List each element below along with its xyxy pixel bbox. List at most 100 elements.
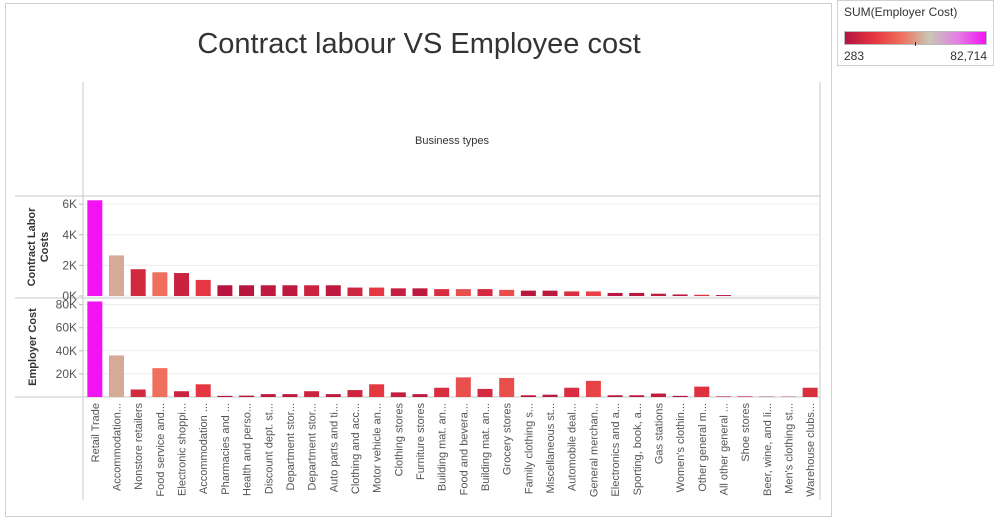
legend-tick — [915, 42, 916, 46]
y-tick-label-contract: 4K — [62, 228, 77, 242]
bar-contract — [607, 292, 623, 296]
bar-contract — [412, 288, 428, 296]
bar-contract — [239, 285, 255, 296]
x-category-label: Food service and... — [155, 403, 167, 497]
bar-employer — [802, 387, 818, 397]
bar-employer — [434, 387, 450, 397]
x-category-label: Warehouse clubs... — [805, 403, 817, 497]
bar-contract — [174, 273, 190, 296]
bar-contract — [434, 289, 450, 296]
x-category-label: Building mat. an... — [437, 403, 449, 491]
x-category-label: Gas stations — [653, 403, 665, 465]
x-category-label: Shoe stores — [740, 403, 752, 462]
x-category-label: Department stor... — [307, 403, 319, 490]
bar-contract — [325, 285, 341, 296]
y-axis-label-contract-labor: Contract LaborCosts — [26, 207, 51, 287]
x-category-label: Grocery stores — [502, 403, 514, 476]
x-category-label: Electronics and a... — [610, 403, 622, 497]
bar-contract — [369, 287, 385, 296]
x-category-label: Health and perso... — [242, 403, 254, 496]
bar-contract — [564, 291, 580, 296]
y-axis-label-employer-cost: Employer Cost — [27, 308, 39, 386]
bar-employer — [282, 394, 298, 397]
bar-contract — [455, 289, 471, 296]
bar-contract — [152, 272, 168, 296]
bar-employer — [585, 380, 601, 397]
x-category-label: Motor vehicle an... — [372, 403, 384, 493]
bar-employer — [87, 301, 103, 397]
chart-sheet — [5, 3, 832, 517]
bar-employer — [174, 391, 190, 397]
x-category-label: Men's clothing st... — [783, 403, 795, 494]
x-category-label: Miscellaneous st... — [545, 403, 557, 493]
bar-employer — [499, 377, 515, 397]
x-category-label: Nonstore retailers — [133, 403, 145, 490]
bar-contract — [650, 293, 666, 296]
bar-employer — [542, 394, 558, 397]
bar-contract — [542, 290, 558, 296]
bar-contract — [715, 295, 731, 296]
y-tick-label-contract: 2K — [62, 258, 77, 272]
x-category-label: Department stor... — [285, 403, 297, 490]
bar-contract — [260, 285, 276, 296]
bar-employer — [217, 395, 233, 397]
bar-contract — [87, 200, 103, 296]
bar-employer — [737, 396, 753, 397]
bar-contract — [477, 289, 493, 296]
bar-employer — [629, 395, 645, 397]
x-category-label: Auto parts and ti... — [328, 403, 340, 492]
x-category-label: Beer, wine, and li... — [762, 403, 774, 496]
bar-employer — [694, 386, 710, 397]
bar-employer — [152, 368, 168, 397]
bar-contract — [304, 285, 320, 296]
bar-employer — [715, 396, 731, 397]
x-category-label: Automobile deal... — [567, 403, 579, 491]
y-tick-label-contract: 0K — [62, 289, 77, 303]
chart-svg: Business types Contract LaborCosts Emplo… — [15, 82, 821, 500]
bar-employer — [672, 395, 688, 397]
x-category-label: Clothing stores — [393, 403, 405, 477]
bar-employer — [477, 388, 493, 397]
x-category-label: Retail Trade — [90, 403, 102, 462]
bar-employer — [239, 395, 255, 397]
bar-employer — [412, 394, 428, 397]
x-category-label: Women's clothin... — [675, 403, 687, 492]
x-category-label: Other general m... — [697, 403, 709, 492]
bar-employer — [520, 395, 536, 397]
bar-contract — [217, 285, 233, 296]
bar-contract — [109, 255, 125, 296]
x-category-label: Food and bevera... — [458, 403, 470, 495]
bar-employer — [109, 355, 125, 397]
bar-contract — [629, 292, 645, 296]
bar-contract — [347, 287, 363, 296]
bar-contract — [499, 289, 515, 296]
y-tick-label-employer: 40K — [56, 344, 77, 358]
bar-employer — [347, 390, 363, 397]
bar-contract — [390, 288, 406, 296]
x-category-label: Accommodation... — [112, 403, 124, 491]
bar-contract — [672, 294, 688, 296]
bar-employer — [304, 391, 320, 397]
bar-employer — [455, 377, 471, 397]
x-category-label: Accommodation ... — [198, 403, 210, 494]
y-tick-label-contract: 6K — [62, 197, 77, 211]
color-legend[interactable]: SUM(Employer Cost) 283 82,714 — [837, 0, 994, 66]
bar-contract — [694, 294, 710, 296]
x-category-label: Discount dept. st... — [263, 403, 275, 494]
bar-employer — [130, 389, 146, 397]
legend-max: 82,714 — [950, 49, 987, 63]
x-category-label: Pharmacies and ... — [220, 403, 232, 495]
x-category-label: Clothing and acc... — [350, 403, 362, 494]
legend-title: SUM(Employer Cost) — [844, 5, 958, 19]
bar-contract — [282, 285, 298, 296]
x-category-label: General merchan... — [588, 403, 600, 497]
x-category-label: Sporting, book, a... — [632, 403, 644, 495]
bar-contract — [520, 290, 536, 296]
bar-employer — [325, 394, 341, 397]
bar-employer — [390, 392, 406, 397]
bar-employer — [195, 384, 211, 397]
x-category-label: Furniture stores — [415, 403, 427, 481]
bar-employer — [564, 387, 580, 397]
bar-employer — [369, 384, 385, 397]
chart-title: Contract labour VS Employee cost — [197, 28, 641, 60]
